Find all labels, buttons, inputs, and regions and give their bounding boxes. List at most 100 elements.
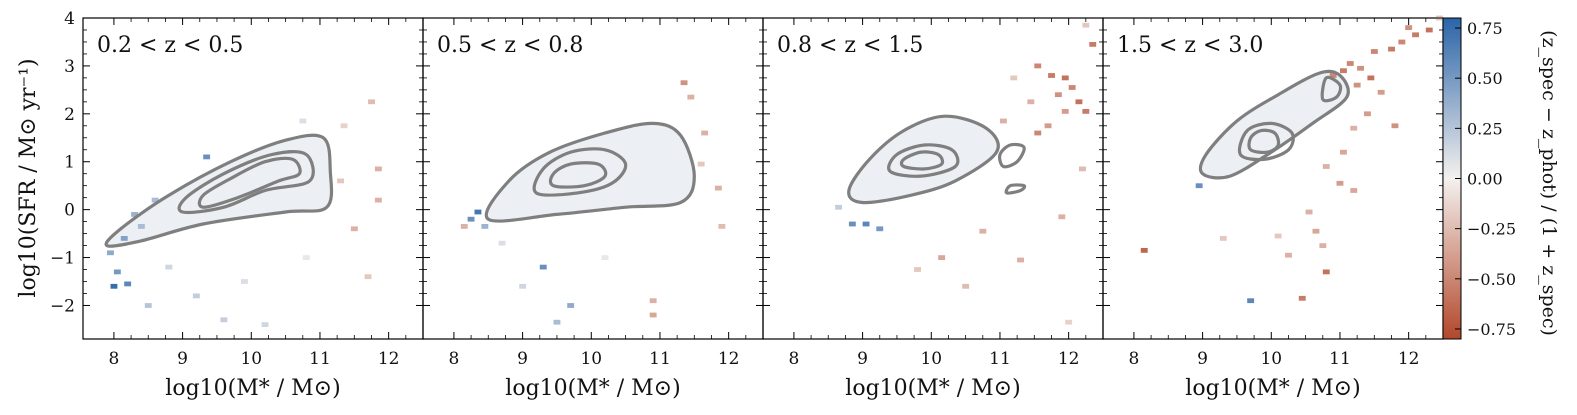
x-tick-label: 10 xyxy=(580,349,602,369)
heatmap-cell xyxy=(680,80,688,86)
density-cloud xyxy=(106,135,332,247)
y-tick-label: 3 xyxy=(64,57,75,77)
panel-ticks: 8 9 10 11 12 xyxy=(1103,17,1443,369)
heatmap-cell xyxy=(1370,49,1378,54)
panel-contours xyxy=(847,114,1027,205)
colorbar-label: (z_spec − z_phot) / (1 + z_spec) xyxy=(1538,30,1560,336)
heatmap-cell xyxy=(151,197,159,203)
colorbar-tick-label: −0.25 xyxy=(1467,220,1516,239)
heatmap-cell xyxy=(460,224,468,229)
heatmap-cell xyxy=(124,281,132,287)
contour-line xyxy=(548,161,608,189)
heatmap-cell xyxy=(1340,68,1347,74)
x-tick-label: 11 xyxy=(1329,349,1351,369)
colorbar: 0.75 0.50 0.25 0.00 −0.25 −0.50 −0.75 (z_spec … xyxy=(1442,17,1560,340)
heatmap-cell xyxy=(1065,319,1073,325)
contour-line xyxy=(532,147,628,197)
heatmap-cell xyxy=(1061,109,1069,114)
heatmap-cell xyxy=(1082,109,1090,114)
colorbar-tick-label: 0.25 xyxy=(1467,119,1503,138)
heatmap-cell xyxy=(1357,65,1364,71)
heatmap-cell xyxy=(1089,42,1097,47)
contour-line xyxy=(1247,128,1281,155)
heatmap-cell xyxy=(1027,99,1035,105)
panel-cells xyxy=(835,22,1097,325)
contour-line xyxy=(1004,183,1027,195)
y-tick-label: −2 xyxy=(50,296,75,316)
heatmap-cell xyxy=(1298,295,1306,301)
heatmap-cell xyxy=(1044,123,1052,129)
x-tick-label: 9 xyxy=(1197,349,1208,369)
heatmap-cell xyxy=(539,264,547,270)
heatmap-cell xyxy=(220,317,228,323)
x-tick-label: 9 xyxy=(517,349,528,369)
heatmap-cell xyxy=(1398,39,1406,45)
x-axis-label: log10(M* / M⊙) xyxy=(845,376,1020,401)
heatmap-cell xyxy=(1388,46,1395,52)
x-axis-label: log10(M* / M⊙) xyxy=(1185,376,1360,401)
panel-frame xyxy=(1102,17,1444,340)
x-tick-label: 10 xyxy=(240,349,262,369)
x-axis-label: log10(M* / M⊙) xyxy=(505,376,680,401)
density-cloud xyxy=(486,123,695,222)
heatmap-cell xyxy=(1340,149,1347,155)
colorbar-tick-label: −0.75 xyxy=(1467,320,1516,339)
x-tick-label: 9 xyxy=(177,349,188,369)
heatmap-cell xyxy=(1425,27,1433,33)
heatmap-cell xyxy=(1412,32,1419,38)
heatmap-cell xyxy=(567,303,575,308)
heatmap-cell xyxy=(687,94,695,100)
contour-line xyxy=(998,142,1026,169)
heatmap-cell xyxy=(1346,61,1354,66)
heatmap-cell xyxy=(1048,73,1055,78)
contour-line xyxy=(1237,121,1295,162)
y-tick-label: 0 xyxy=(64,201,75,221)
heatmap-cell xyxy=(1350,125,1358,131)
heatmap-cell xyxy=(374,197,382,203)
panel-contours xyxy=(484,121,696,223)
x-tick-label: 8 xyxy=(108,349,119,369)
heatmap-cell xyxy=(862,221,870,227)
heatmap-cell xyxy=(938,255,946,260)
heatmap-cell xyxy=(350,226,358,232)
heatmap-cell xyxy=(1377,89,1385,95)
panel-contours xyxy=(1198,69,1350,180)
heatmap-cell xyxy=(113,269,121,275)
heatmap-cell xyxy=(1285,252,1292,258)
x-tick-label: 11 xyxy=(989,349,1011,369)
panel-2: 8 9 10 11 12 0.5 < z < 0.8 log10(M* / M⊙) xyxy=(422,17,764,401)
colorbar-tick-label: 0.75 xyxy=(1467,19,1503,38)
x-axis-label: log10(M* / M⊙) xyxy=(165,376,340,401)
heatmap-cell xyxy=(1140,248,1148,253)
y-tick-label: 4 xyxy=(64,9,75,29)
heatmap-cell xyxy=(1353,82,1361,88)
heatmap-cell xyxy=(1010,75,1018,81)
heatmap-cell xyxy=(1079,166,1086,172)
panel-4: 8 9 10 11 12 1.5 < z < 3.0 log10(M* / M⊙) xyxy=(1102,15,1444,401)
heatmap-cell xyxy=(1329,73,1337,78)
heatmap-cell xyxy=(697,161,705,167)
panel-cells xyxy=(460,80,726,325)
contour-line xyxy=(177,150,315,215)
x-tick-label: 12 xyxy=(718,349,740,369)
heatmap-cell xyxy=(340,123,348,129)
heatmap-cell xyxy=(1405,25,1413,30)
heatmap-cell xyxy=(481,224,489,229)
heatmap-cell xyxy=(192,293,200,299)
heatmap-cell xyxy=(1061,75,1069,81)
heatmap-cell xyxy=(474,209,482,215)
heatmap-cell xyxy=(649,312,657,318)
x-tick-label: 12 xyxy=(1058,349,1080,369)
panel-cells xyxy=(1140,15,1443,304)
heatmap-cell xyxy=(835,204,842,210)
heatmap-cell xyxy=(1367,75,1375,81)
x-tick-label: 11 xyxy=(649,349,671,369)
x-tick-label: 12 xyxy=(1398,349,1420,369)
heatmap-cell xyxy=(498,240,506,246)
heatmap-cell xyxy=(1054,92,1062,98)
panel-ticks: 8 9 10 11 12 xyxy=(423,17,763,369)
heatmap-cell xyxy=(649,298,657,304)
heatmap-cell xyxy=(1017,257,1024,263)
contour-line xyxy=(104,133,334,248)
